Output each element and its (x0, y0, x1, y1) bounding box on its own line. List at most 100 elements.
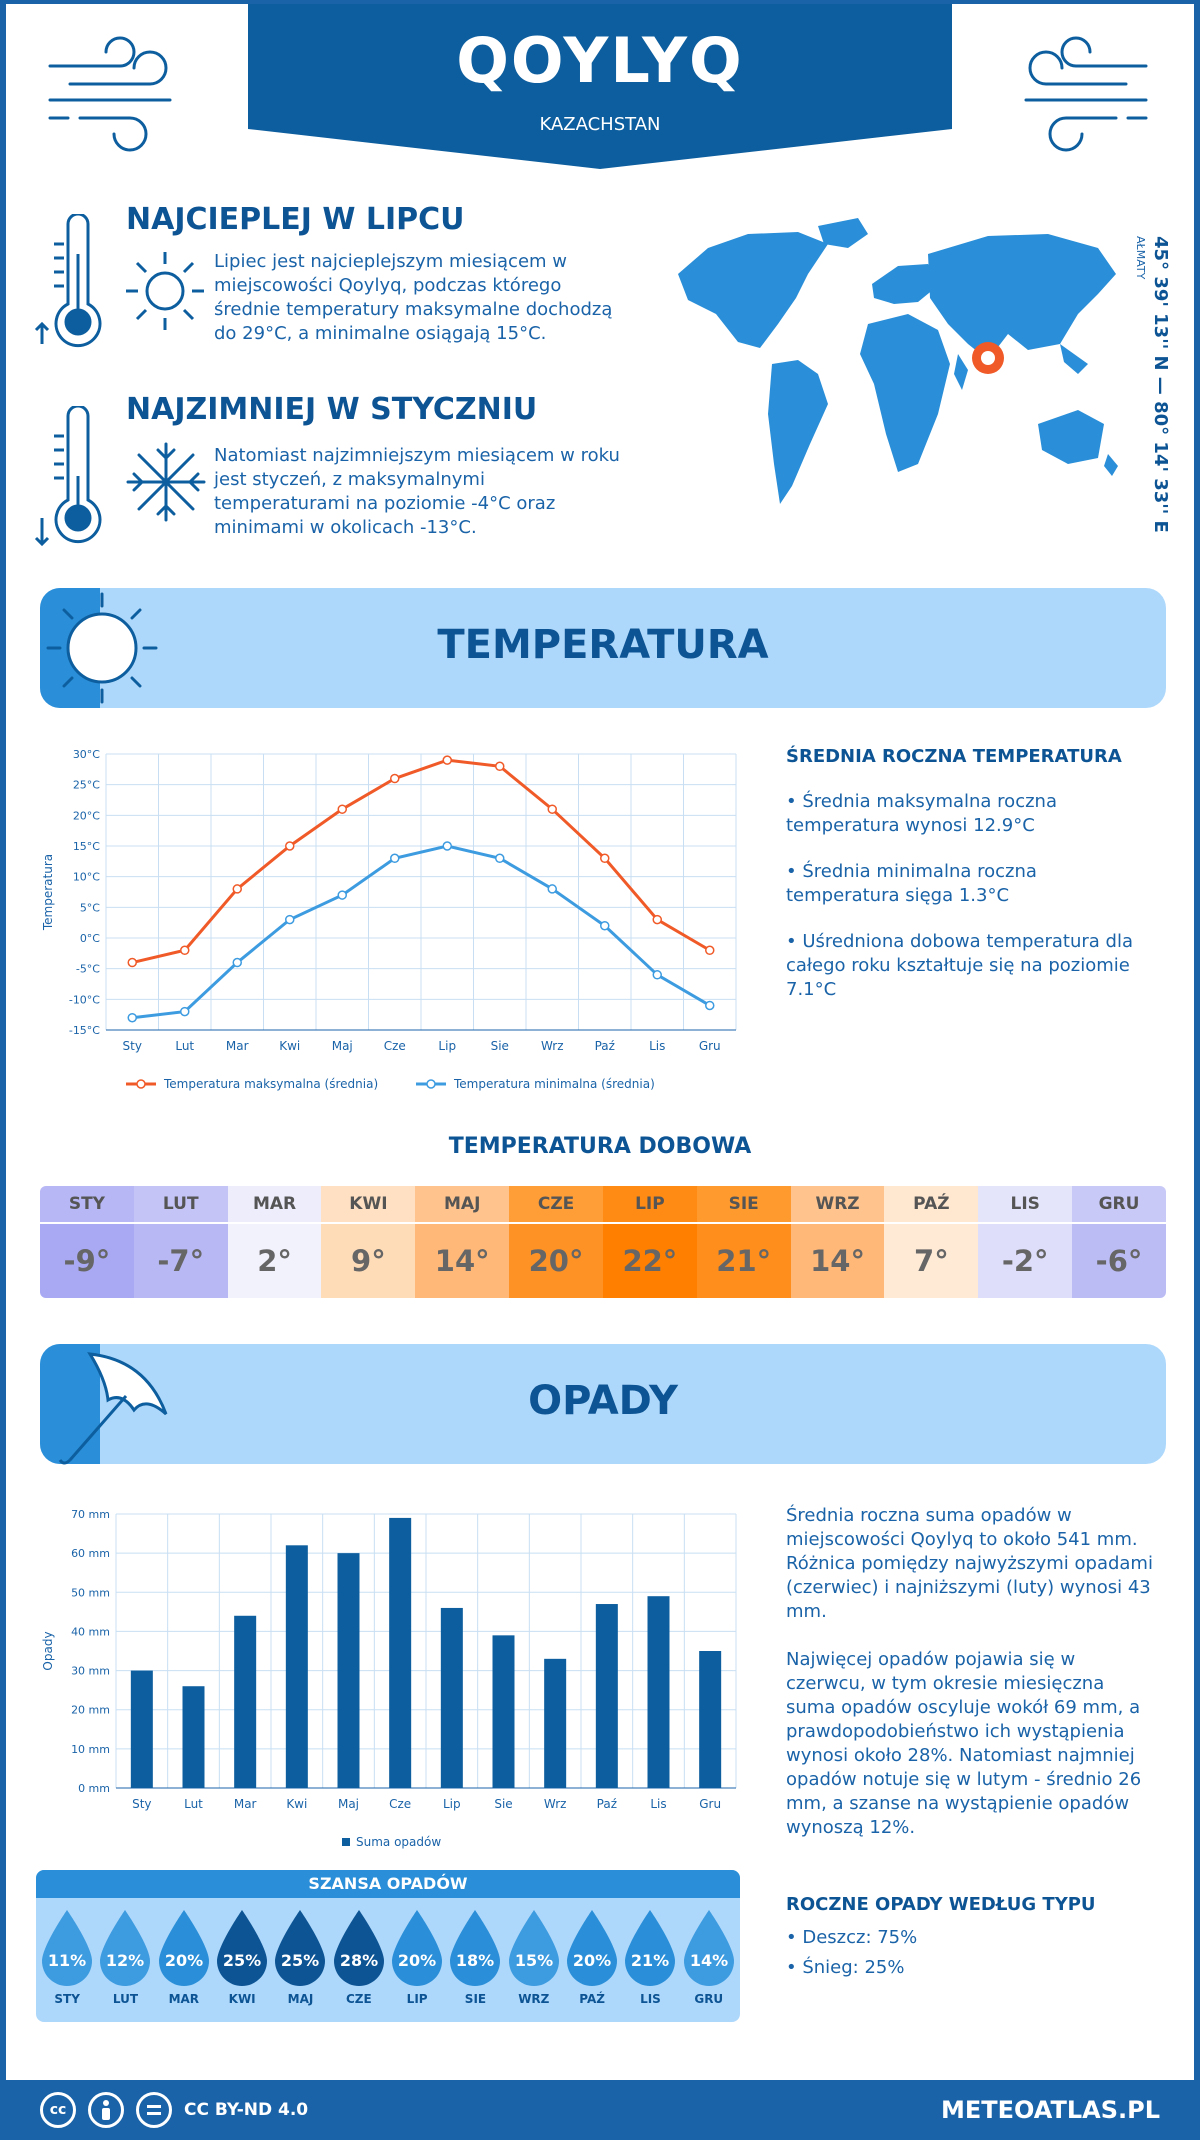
y-axis-label: Temperatura (41, 854, 55, 931)
temp-value: 21° (696, 1224, 791, 1298)
y-tick-label: 0 mm (78, 1782, 110, 1795)
data-point (442, 841, 452, 851)
x-tick-label: Sty (132, 1797, 151, 1811)
month-label: MAJ (415, 1186, 510, 1224)
data-point (337, 804, 347, 814)
temperature-bullet: • Uśredniona dobowa temperatura dla całe… (786, 931, 1134, 1000)
x-tick-label: Sty (123, 1039, 142, 1053)
temp-value: -6° (1072, 1224, 1166, 1298)
city-name: QOYLYQ (456, 24, 744, 97)
precip-chance-item: 21% LIS (621, 1898, 679, 2006)
legend-label: Temperatura maksymalna (średnia) (163, 1077, 378, 1091)
legend-marker (136, 1079, 146, 1089)
raindrop-icon: 14% (683, 1910, 734, 1986)
temp-value: -7° (133, 1224, 228, 1298)
x-tick-label: Cze (389, 1797, 411, 1811)
daily-temp-cell: CZE 20° (509, 1186, 603, 1298)
precip-bar (647, 1596, 670, 1788)
precip-bar (492, 1635, 515, 1788)
country-name: KAZACHSTAN (539, 114, 661, 135)
temperature-bullet: • Średnia maksymalna roczna temperatura … (786, 791, 1057, 836)
y-tick-label: 10°C (73, 871, 100, 884)
raindrop-icon: 12% (100, 1910, 151, 1986)
precip-chance-item: 25% KWI (213, 1898, 271, 2006)
temp-value: -9° (40, 1224, 134, 1298)
sun-icon (126, 252, 204, 330)
x-tick-label: Sie (494, 1797, 512, 1811)
month-label: GRU (694, 1992, 724, 2006)
data-point (232, 957, 242, 968)
precip-bar (440, 1607, 463, 1788)
precip-chance-item: 15% WRZ (505, 1898, 563, 2006)
precip-type-title: ROCZNE OPADY WEDŁUG TYPU (786, 1894, 1096, 1915)
y-tick-label: 10 mm (71, 1743, 110, 1756)
chance-value: 18% (456, 1951, 494, 1970)
month-label: MAJ (287, 1992, 314, 2006)
precip-chance-item: 25% MAJ (271, 1898, 329, 2006)
precip-chance-box: SZANSA OPADÓW 11% STY 12% LUT 20% MAR 25% KWI 25… (36, 1870, 740, 2022)
raindrop-shape (450, 1910, 501, 1986)
x-tick-label: Lip (438, 1039, 456, 1053)
x-tick-label: Sie (491, 1039, 509, 1053)
daily-temp-cell: STY -9° (40, 1186, 134, 1298)
precip-section-corner (40, 1344, 100, 1464)
month-label: LIP (406, 1992, 428, 2006)
thermometer-cold-icon (34, 406, 102, 547)
precip-bar (285, 1545, 308, 1788)
raindrop-icon: 11% (42, 1910, 93, 1986)
precip-chance-item: 11% STY (38, 1898, 96, 2006)
temperature-chart: -15°C -10°C -5°C 0°C 5°C 10°C 15°C 20°C 25°C 30°C… (41, 748, 737, 1091)
daily-temp-cell: PAŹ 7° (884, 1186, 979, 1298)
precip-chance-item: 20% LIP (388, 1898, 446, 2006)
y-tick-label: 50 mm (71, 1586, 110, 1599)
y-tick-label: 20°C (73, 809, 100, 822)
daily-temp-cell: MAJ 14° (415, 1186, 510, 1298)
chance-value: 11% (48, 1951, 86, 1970)
precip-chance-title: SZANSA OPADÓW (36, 1870, 740, 1898)
data-point (495, 853, 505, 864)
precip-bar (389, 1517, 412, 1788)
data-point (547, 884, 557, 894)
x-tick-label: Lip (443, 1797, 461, 1811)
precip-chance-item: 20% PAŹ (563, 1898, 621, 2006)
raindrop-icon: 20% (392, 1910, 443, 1986)
daily-temp-cell: MAR 2° (227, 1186, 322, 1298)
data-point (652, 970, 662, 980)
raindrop-shape (625, 1910, 676, 1986)
temperature-section-title: TEMPERATURA (437, 622, 769, 668)
x-tick-label: Maj (332, 1039, 353, 1053)
x-tick-label: Lis (649, 1039, 665, 1053)
daily-temp-cell: WRZ 14° (790, 1186, 885, 1298)
data-point (180, 1006, 190, 1017)
precip-chance-item: 18% SIE (446, 1898, 504, 2006)
site-link[interactable]: METEOATLAS.PL (940, 2096, 1160, 2124)
sun-outline-icon (46, 592, 158, 704)
x-tick-label: Gru (699, 1797, 721, 1811)
temp-value: 2° (227, 1224, 322, 1298)
precip-chance-row: 11% STY 12% LUT 20% MAR 25% KWI 25% MAJ 28% CZE 20% L… (36, 1898, 740, 2006)
chance-value: 20% (398, 1951, 436, 1970)
chance-value: 25% (281, 1951, 319, 1970)
raindrop-shape (683, 1910, 734, 1986)
month-label: LIP (602, 1186, 697, 1224)
wind-icon (1024, 36, 1148, 152)
raindrop-icon: 25% (275, 1910, 326, 1986)
y-tick-label: 25°C (73, 779, 100, 792)
y-tick-label: -10°C (69, 993, 100, 1006)
daily-temp-cell: GRU -6° (1072, 1186, 1166, 1298)
coldest-title: NAJZIMNIEJ W STYCZNIU (126, 392, 538, 427)
raindrop-shape (508, 1910, 559, 1986)
x-tick-label: Paź (597, 1797, 617, 1811)
precip-section-title: OPADY (528, 1378, 678, 1424)
x-tick-label: Gru (699, 1039, 721, 1053)
legend-swatch (342, 1838, 350, 1846)
data-point (600, 853, 610, 864)
chance-value: 25% (223, 1951, 261, 1970)
temp-value: 20° (509, 1224, 603, 1298)
month-label: LIS (640, 1992, 661, 2006)
precip-chance-item: 28% CZE (330, 1898, 388, 2006)
y-tick-label: 20 mm (71, 1704, 110, 1717)
raindrop-shape (392, 1910, 443, 1986)
precip-bar (337, 1553, 360, 1788)
region-name: AŁMATY (1134, 236, 1147, 280)
